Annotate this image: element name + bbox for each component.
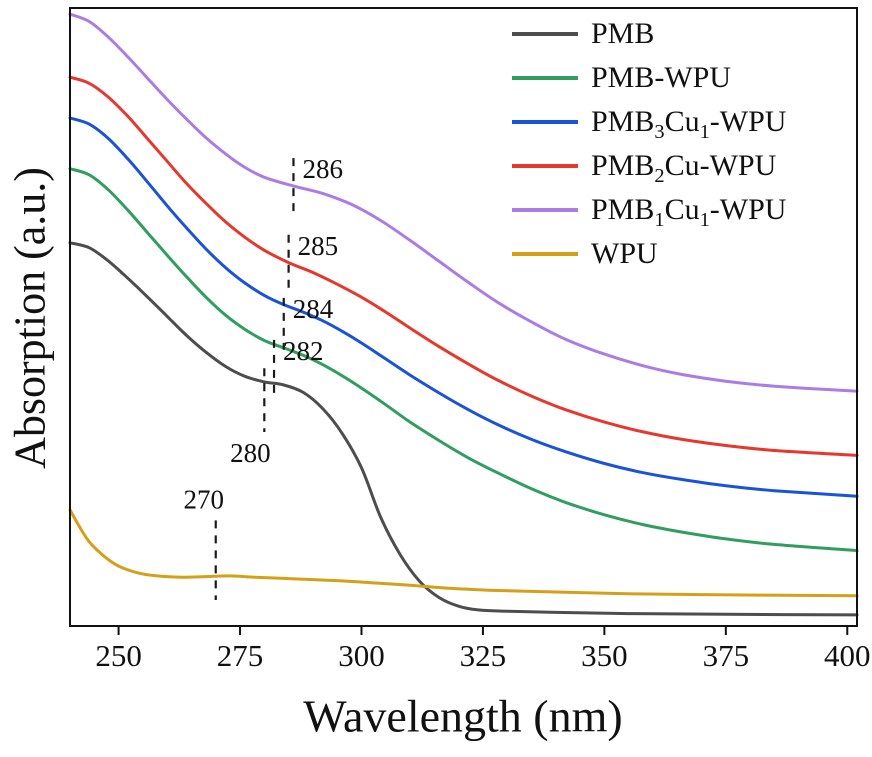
legend-line-swatch xyxy=(512,76,578,80)
y-axis-label: Absorption (a.u.) xyxy=(5,167,55,469)
legend-item: PMB2Cu-WPU xyxy=(512,144,786,188)
legend-item: WPU xyxy=(512,232,786,276)
annotation-label-285: 285 xyxy=(298,231,339,261)
legend-item-label: PMB1Cu1-WPU xyxy=(591,193,787,231)
x-tick-label: 400 xyxy=(824,638,871,673)
annotation-label-270: 270 xyxy=(183,484,224,514)
legend-item: PMB1Cu1-WPU xyxy=(512,188,786,232)
series-curve-pmb xyxy=(68,241,859,617)
legend-item-label: PMB3Cu1-WPU xyxy=(591,105,787,143)
legend-item-label: PMB xyxy=(591,17,655,50)
legend-item-label: PMB-WPU xyxy=(591,61,732,94)
series-curve-wpu xyxy=(68,508,859,598)
legend-line-swatch xyxy=(512,120,578,124)
annotation-label-284: 284 xyxy=(293,294,334,324)
annotation-label-282: 282 xyxy=(283,336,324,366)
legend: PMB PMB-WPU PMB3Cu1-WPU PMB2Cu-WPU PMB1Cu1-W… xyxy=(512,12,786,276)
legend-item: PMB-WPU xyxy=(512,56,786,100)
legend-item-label: PMB2Cu-WPU xyxy=(591,149,777,187)
x-tick-label: 350 xyxy=(581,638,628,673)
x-tick-label: 325 xyxy=(460,638,507,673)
x-tick-label: 250 xyxy=(95,638,142,673)
series-curve-pmb1cu1-wpu xyxy=(68,12,859,393)
annotation-label-286: 286 xyxy=(302,154,343,184)
annotation-label-280: 280 xyxy=(230,438,271,468)
x-tick-label: 275 xyxy=(217,638,264,673)
legend-line-swatch xyxy=(512,164,578,168)
legend-item: PMB3Cu1-WPU xyxy=(512,100,786,144)
legend-line-swatch xyxy=(512,208,578,212)
x-tick-label: 300 xyxy=(338,638,385,673)
legend-line-swatch xyxy=(512,252,578,256)
x-tick-label: 375 xyxy=(703,638,750,673)
series-curve-pmb-wpu xyxy=(68,167,859,553)
plot-frame xyxy=(69,7,858,627)
series-curve-pmb3cu1-wpu xyxy=(68,116,859,498)
legend-line-swatch xyxy=(512,32,578,36)
series-curve-pmb2cu-wpu xyxy=(68,75,859,457)
legend-item: PMB xyxy=(512,12,786,56)
x-axis-label: Wavelength (nm) xyxy=(303,690,623,742)
legend-item-label: WPU xyxy=(591,237,658,270)
